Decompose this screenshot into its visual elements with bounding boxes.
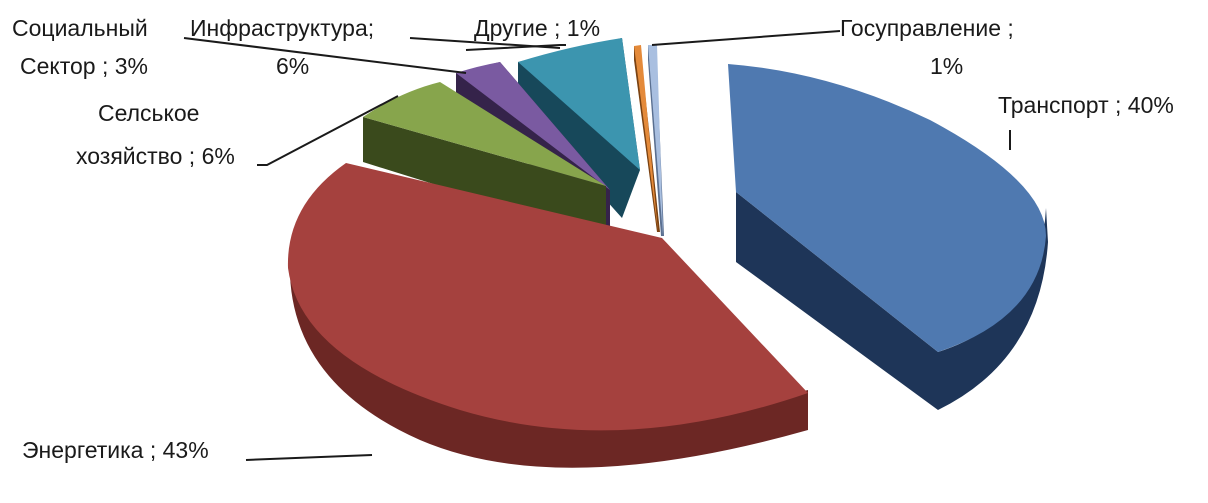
label-energy: Энергетика ; 43% bbox=[22, 437, 209, 463]
slice-energy bbox=[287, 163, 808, 431]
slice-agriculture-side bbox=[363, 117, 606, 238]
label-transport: Транспорт ; 40% bbox=[998, 92, 1174, 118]
label-infrastructure-line1: Инфраструктура; bbox=[190, 15, 374, 41]
leader-gov bbox=[651, 30, 841, 46]
label-agriculture-line2: хозяйство ; 6% bbox=[76, 143, 235, 169]
leader-social bbox=[183, 37, 467, 74]
slice-infrastructure bbox=[518, 38, 640, 170]
leader-infrastructure bbox=[409, 37, 561, 49]
label-infrastructure-line2: 6% bbox=[276, 53, 309, 79]
slice-others bbox=[634, 45, 658, 232]
label-others: Другие ; 1% bbox=[474, 15, 600, 41]
leader-others bbox=[465, 44, 566, 51]
slice-agriculture bbox=[363, 82, 606, 186]
slice-energy-side bbox=[289, 258, 809, 468]
slice-transport-side bbox=[736, 192, 1048, 410]
slice-gov bbox=[648, 45, 663, 236]
label-social-line2: Сектор ; 3% bbox=[20, 53, 148, 79]
label-gov-line2: 1% bbox=[930, 53, 963, 79]
label-agriculture-line1: Селськое bbox=[98, 100, 199, 126]
label-gov-line1: Госуправление ; bbox=[840, 15, 1014, 41]
leader-agriculture bbox=[257, 95, 399, 166]
slice-transport bbox=[728, 64, 1046, 352]
label-social-line1: Социальный bbox=[12, 15, 148, 41]
slice-social bbox=[456, 62, 610, 190]
leader-energy bbox=[245, 454, 373, 461]
